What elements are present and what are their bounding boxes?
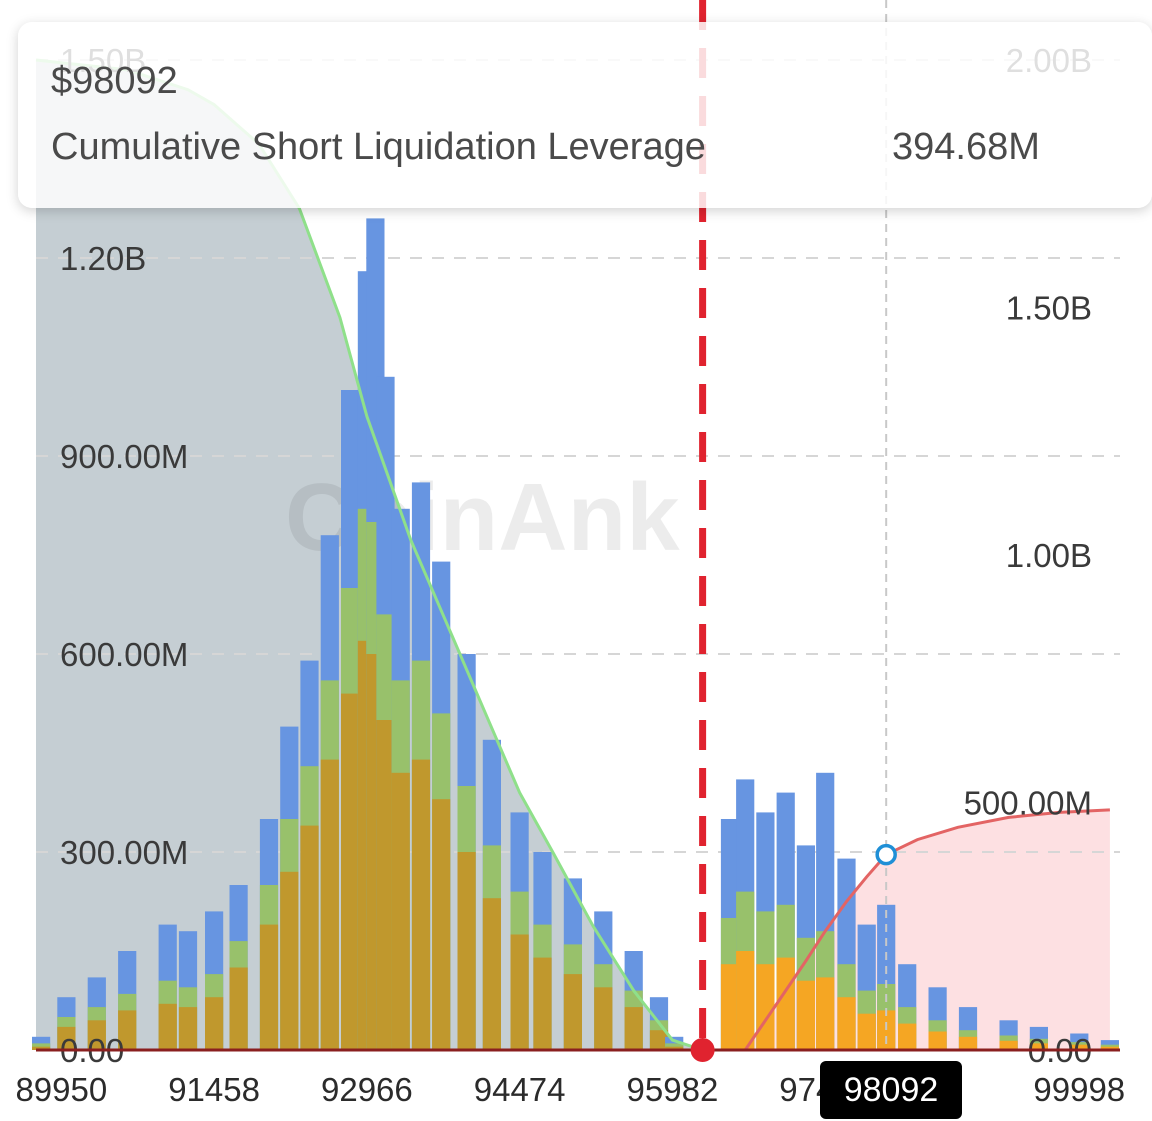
tooltip-series-value: 394.68M xyxy=(892,126,1040,168)
bar-orange xyxy=(796,980,815,1050)
y-left-tick-label: 600.00M xyxy=(60,636,188,673)
bar-orange xyxy=(411,759,431,1050)
y-left-tick-label: 1.20B xyxy=(60,240,146,277)
y-right-tick-label: 1.50B xyxy=(1006,290,1092,327)
bar-orange xyxy=(563,974,582,1050)
bar-orange xyxy=(376,720,395,1050)
y-left-tick-label: 300.00M xyxy=(60,834,188,871)
bar-orange xyxy=(280,871,299,1050)
short-cumulative-line xyxy=(702,808,1110,1052)
bar-orange xyxy=(229,967,248,1050)
y-right-tick-label: 500.00M xyxy=(964,785,1092,822)
bar-orange xyxy=(898,1023,917,1050)
cursor-point[interactable] xyxy=(875,843,897,866)
x-tick-label: 89950 xyxy=(15,1071,107,1108)
x-tick-label: 99998 xyxy=(1033,1071,1125,1108)
bar-orange xyxy=(482,898,501,1050)
bar-orange xyxy=(341,693,360,1050)
x-tick-label: 95982 xyxy=(627,1071,719,1108)
bar-orange xyxy=(57,1026,76,1050)
bar-orange xyxy=(32,1046,51,1050)
bar-orange xyxy=(1029,1043,1048,1050)
bar-orange xyxy=(510,934,529,1050)
bar-orange xyxy=(877,1010,896,1050)
tooltip-series-label: Cumulative Short Liquidation Leverage xyxy=(51,126,706,168)
bar-orange xyxy=(665,1046,684,1050)
bar-orange xyxy=(776,957,795,1050)
bar-orange xyxy=(816,977,835,1050)
bar-orange xyxy=(649,1030,669,1050)
bar-orange xyxy=(457,852,476,1050)
x-axis: 89950914589296694474959829749099998 xyxy=(15,1071,1125,1108)
tooltip-panel: $98092 Cumulative Short Liquidation Leve… xyxy=(18,22,1152,208)
bar-orange xyxy=(87,1020,106,1050)
y-right-tick-label: 1.00B xyxy=(1006,537,1092,574)
bar-orange xyxy=(178,1007,198,1050)
x-tick-label: 91458 xyxy=(168,1071,260,1108)
bar-orange xyxy=(300,825,319,1050)
y-left-tick-label: 900.00M xyxy=(60,438,188,475)
bar-orange xyxy=(118,1010,137,1050)
bar-orange xyxy=(720,964,740,1050)
bar-orange xyxy=(928,1031,947,1050)
bar-orange xyxy=(205,997,224,1050)
bar-orange xyxy=(259,924,279,1050)
bars-group xyxy=(32,218,1119,1050)
bar-orange xyxy=(624,1007,643,1050)
bar-orange xyxy=(857,1013,876,1050)
x-tick-label: 92966 xyxy=(321,1071,413,1108)
bar-orange xyxy=(320,759,339,1050)
bar-orange xyxy=(837,997,856,1050)
x-tick-label: 94474 xyxy=(474,1071,566,1108)
tooltip-price: $98092 xyxy=(51,60,178,102)
bar-orange xyxy=(958,1036,978,1050)
current-price-marker[interactable] xyxy=(690,1038,715,1062)
bar-orange xyxy=(999,1040,1018,1050)
bar-orange xyxy=(1100,1046,1119,1050)
bar-orange xyxy=(1070,1044,1089,1050)
bar-orange xyxy=(594,987,613,1050)
bar-orange xyxy=(391,772,410,1050)
bar-orange xyxy=(533,957,552,1050)
cursor-price-badge: 98092 xyxy=(820,1061,962,1119)
bar-orange xyxy=(158,1003,177,1050)
bar-orange xyxy=(432,799,451,1050)
bar-orange xyxy=(736,951,755,1050)
bar-orange xyxy=(756,964,775,1050)
